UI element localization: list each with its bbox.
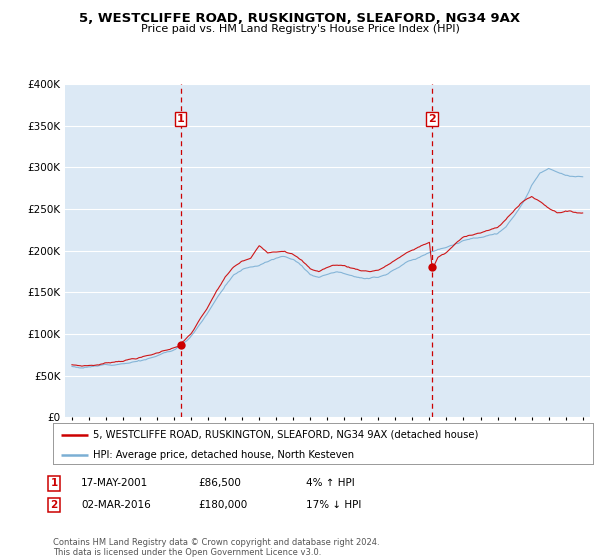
Text: £86,500: £86,500 — [198, 478, 241, 488]
Text: 4% ↑ HPI: 4% ↑ HPI — [306, 478, 355, 488]
Text: Contains HM Land Registry data © Crown copyright and database right 2024.
This d: Contains HM Land Registry data © Crown c… — [53, 538, 379, 557]
Text: 17-MAY-2001: 17-MAY-2001 — [81, 478, 148, 488]
Text: 1: 1 — [50, 478, 58, 488]
Text: £180,000: £180,000 — [198, 500, 247, 510]
Text: 1: 1 — [176, 114, 184, 124]
Text: 5, WESTCLIFFE ROAD, RUSKINGTON, SLEAFORD, NG34 9AX (detached house): 5, WESTCLIFFE ROAD, RUSKINGTON, SLEAFORD… — [94, 430, 479, 440]
Text: HPI: Average price, detached house, North Kesteven: HPI: Average price, detached house, Nort… — [94, 450, 355, 460]
Text: 5, WESTCLIFFE ROAD, RUSKINGTON, SLEAFORD, NG34 9AX: 5, WESTCLIFFE ROAD, RUSKINGTON, SLEAFORD… — [79, 12, 521, 25]
Text: 02-MAR-2016: 02-MAR-2016 — [81, 500, 151, 510]
Text: 2: 2 — [50, 500, 58, 510]
Text: 2: 2 — [428, 114, 436, 124]
Text: 17% ↓ HPI: 17% ↓ HPI — [306, 500, 361, 510]
Text: Price paid vs. HM Land Registry's House Price Index (HPI): Price paid vs. HM Land Registry's House … — [140, 24, 460, 34]
